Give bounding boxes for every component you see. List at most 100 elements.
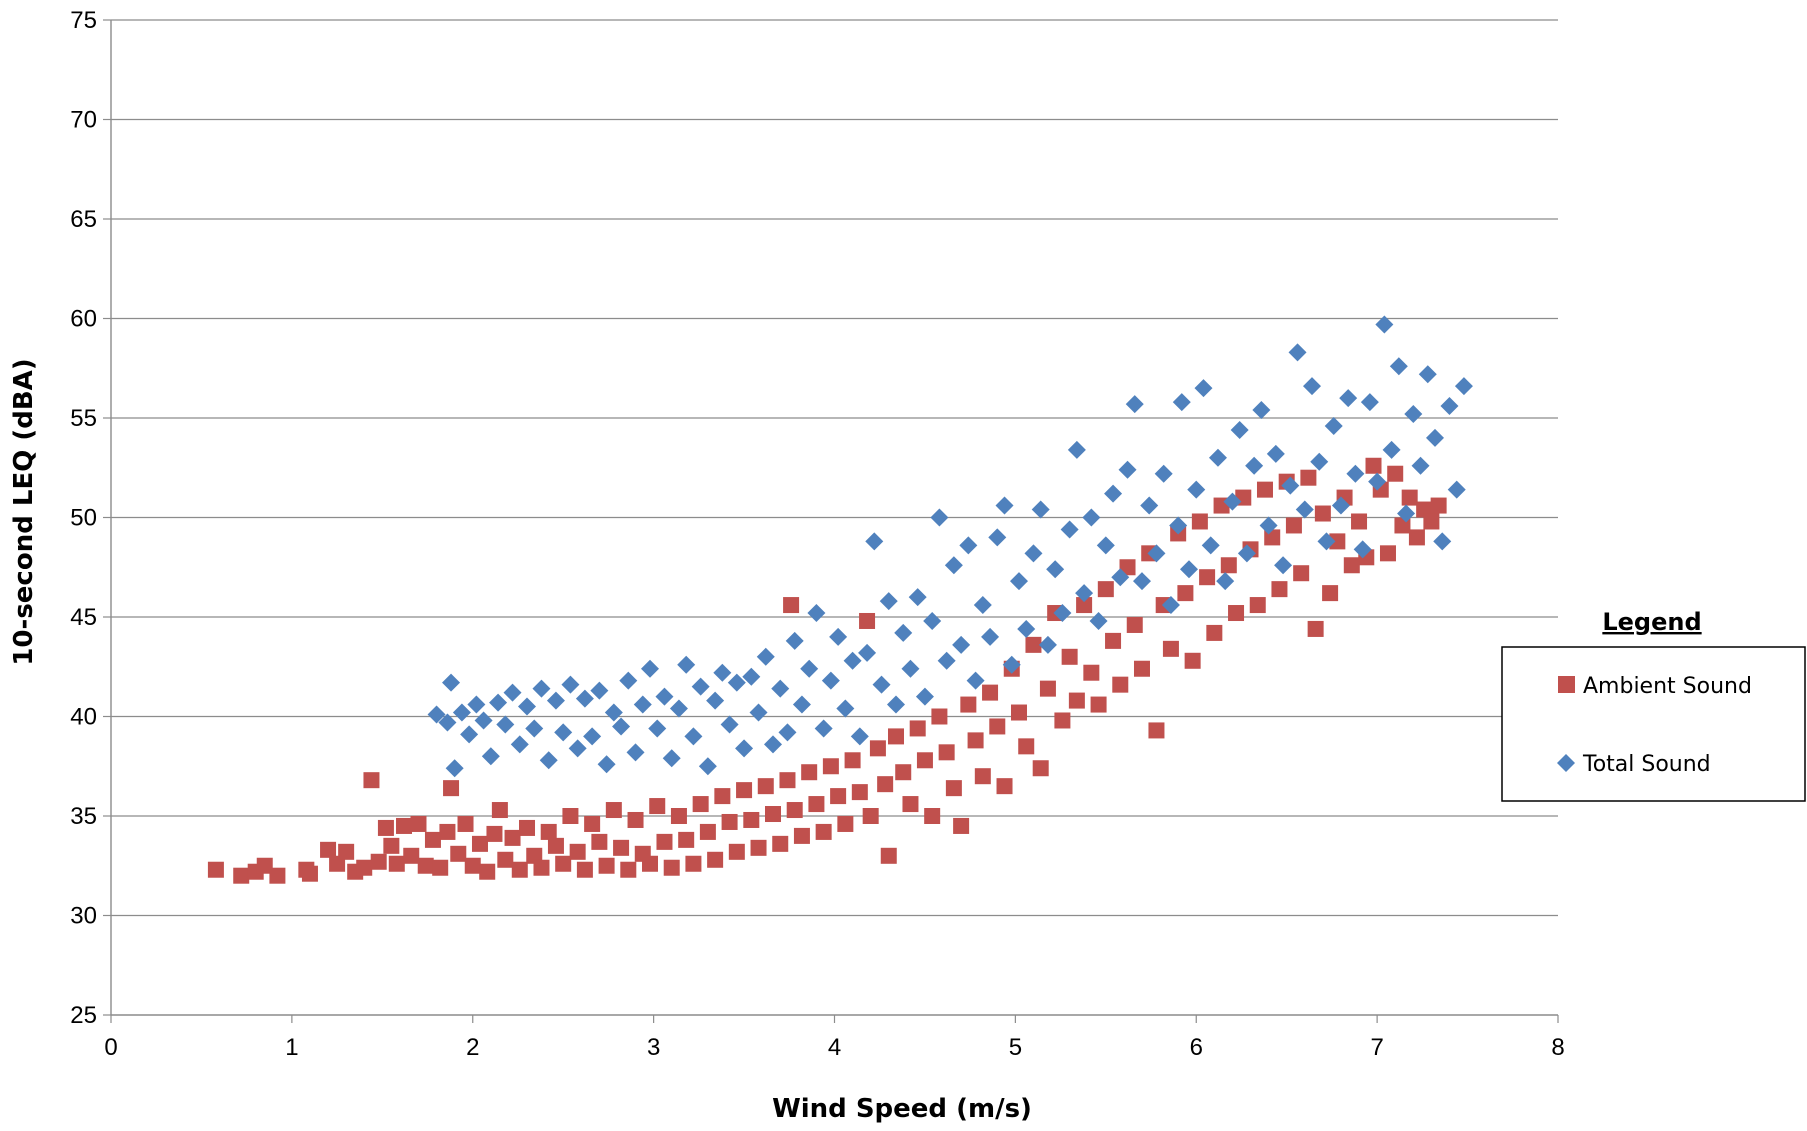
total-sound-point: [1194, 379, 1213, 398]
ambient-sound-point: [464, 857, 481, 874]
total-sound-point: [764, 735, 783, 754]
ambient-sound-point: [1148, 722, 1165, 739]
ambient-sound-point: [916, 752, 933, 769]
ambient-sound-point: [338, 843, 355, 860]
x-tick-label: 4: [828, 1034, 841, 1061]
total-sound-point: [1281, 476, 1300, 495]
total-sound-point: [583, 727, 602, 746]
ambient-sound-point: [1112, 676, 1129, 693]
ambient-sound-point: [1076, 597, 1093, 614]
total-sound-point: [756, 647, 775, 666]
ambient-sound-point: [670, 808, 687, 824]
ambient-sound-point: [967, 732, 984, 749]
total-sound-point: [691, 677, 710, 696]
ambient-sound-point: [471, 835, 488, 852]
legend-label-ambient: Ambient Sound: [1583, 674, 1752, 699]
ambient-sound-point: [555, 855, 572, 872]
ambient-sound-point: [356, 859, 373, 876]
ambient-sound-point: [685, 855, 702, 872]
ambient-sound-point: [1430, 497, 1447, 514]
ambient-sound-point: [953, 817, 970, 834]
ambient-sound-point: [605, 802, 622, 819]
ambient-sound-point: [1387, 465, 1404, 482]
total-sound-point: [496, 715, 515, 734]
ambient-sound-point: [1220, 557, 1237, 574]
total-sound-point: [1096, 536, 1115, 555]
total-sound-point: [879, 592, 898, 611]
total-sound-point: [1208, 448, 1227, 467]
ambient-sound-point: [1177, 585, 1194, 602]
total-sound-point: [1154, 464, 1173, 483]
total-sound-point: [1161, 596, 1180, 615]
total-sound-point: [1180, 560, 1199, 579]
ambient-sound-point: [1307, 620, 1324, 637]
ambient-sound-point: [1105, 632, 1122, 649]
ambient-sound-point: [663, 859, 680, 876]
total-sound-point: [1187, 480, 1206, 499]
ambient-sound-point: [656, 833, 673, 850]
ambient-sound-point: [1184, 652, 1201, 669]
data-points: [207, 315, 1473, 884]
ambient-sound-point: [584, 815, 601, 832]
total-sound-point: [1324, 416, 1343, 435]
ambient-sound-point: [783, 597, 800, 614]
total-sound-point: [800, 659, 819, 678]
ambient-sound-point: [591, 833, 608, 850]
ambient-sound-point: [982, 684, 999, 701]
ambient-sound-point: [540, 823, 557, 840]
total-sound-point: [626, 743, 645, 762]
total-sound-point: [1346, 464, 1365, 483]
y-tick-label: 35: [70, 803, 97, 830]
total-sound-point: [973, 596, 992, 615]
total-sound-point: [1140, 496, 1159, 515]
total-sound-point: [604, 703, 623, 722]
total-sound-point: [1082, 508, 1101, 527]
ambient-sound-point: [1097, 581, 1114, 598]
ambient-sound-point: [974, 768, 991, 785]
ambient-sound-point: [869, 740, 886, 757]
ambient-sound-point: [830, 788, 847, 805]
ambient-sound-point: [743, 811, 760, 828]
total-sound-point: [1411, 456, 1430, 475]
total-sound-point: [1274, 556, 1293, 575]
total-sound-point: [1397, 504, 1416, 523]
ambient-sound-point: [1228, 605, 1245, 622]
ambient-sound-point: [269, 867, 286, 884]
ambient-sound-point: [844, 752, 861, 769]
total-sound-point: [1223, 492, 1242, 511]
total-sound-point: [698, 757, 717, 776]
total-sound-point: [452, 703, 471, 722]
total-sound-point: [467, 695, 486, 714]
total-sound-point: [1288, 343, 1307, 362]
total-sound-point: [981, 627, 1000, 646]
total-sound-point: [886, 695, 905, 714]
ambient-sound-point: [1090, 696, 1107, 713]
total-sound-point: [1046, 560, 1065, 579]
ambient-sound-point: [1365, 457, 1382, 474]
total-sound-point: [952, 635, 971, 654]
total-sound-point: [1031, 500, 1050, 519]
ambient-sound-point: [757, 778, 774, 795]
ambient-sound-point: [765, 806, 782, 823]
total-sound-point: [1002, 655, 1021, 674]
total-sound-point: [1216, 572, 1235, 591]
total-sound-point: [1317, 532, 1336, 551]
total-sound-point: [894, 623, 913, 642]
ambient-sound-point: [837, 815, 854, 832]
total-sound-point: [807, 604, 826, 623]
total-sound-point: [1147, 544, 1166, 563]
total-sound-point: [481, 747, 500, 766]
total-sound-point: [575, 689, 594, 708]
ambient-sound-point: [576, 861, 593, 878]
ambient-sound-point: [439, 823, 456, 840]
ambient-sound-point: [902, 796, 919, 813]
axes: [103, 19, 1559, 1023]
ambient-sound-point: [1314, 505, 1331, 522]
x-tick-label: 7: [1370, 1034, 1383, 1061]
legend-title: Legend: [1602, 608, 1701, 636]
total-sound-point: [568, 739, 587, 758]
y-tick-label: 70: [70, 107, 97, 134]
total-sound-point: [1454, 377, 1473, 396]
ambient-sound-point: [1083, 664, 1100, 681]
